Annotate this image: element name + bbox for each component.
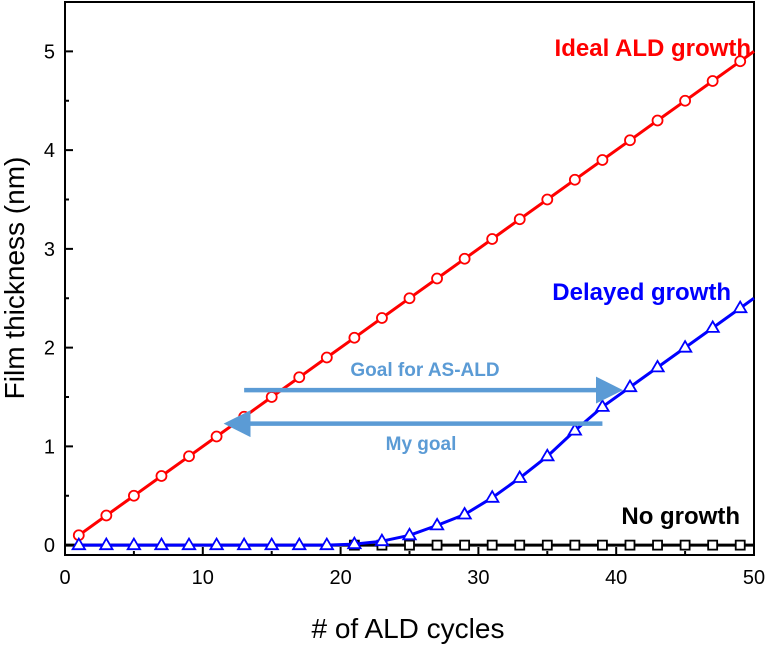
data-point [293, 371, 306, 384]
data-point [456, 506, 473, 520]
data-point [210, 430, 223, 443]
data-point [539, 448, 556, 462]
data-point [679, 94, 691, 107]
x-tick-label: 20 [329, 567, 351, 589]
data-point [348, 331, 361, 344]
data-point [622, 378, 638, 393]
data-point [514, 539, 526, 551]
y-tick-label: 5 [44, 41, 55, 63]
y-tick-label: 3 [44, 239, 55, 261]
data-point [596, 154, 609, 166]
data-point [734, 55, 747, 68]
series-label-none: No growth [621, 503, 740, 530]
y-tick-label: 1 [44, 436, 55, 458]
series-ideal-ald-growth [72, 50, 755, 542]
x-tick-label: 30 [467, 567, 489, 589]
y-tick-label: 0 [44, 535, 55, 557]
data-point [181, 536, 197, 551]
data-point [319, 536, 335, 551]
data-point [704, 319, 721, 333]
data-point [541, 539, 553, 551]
data-point [376, 312, 388, 324]
data-point [208, 536, 225, 551]
data-point [458, 252, 471, 265]
data-point [568, 173, 581, 186]
data-point [155, 470, 168, 482]
data-point [265, 391, 278, 403]
series-label-ideal: Ideal ALD growth [555, 35, 751, 62]
data-point [569, 539, 581, 551]
annotation-label-my-goal: My goal [386, 434, 457, 455]
data-point [100, 509, 113, 522]
data-point [594, 398, 611, 412]
series-delayed-growth [71, 296, 755, 551]
data-point [403, 292, 416, 305]
data-point [624, 539, 636, 551]
data-point [649, 359, 666, 373]
data-point [431, 272, 443, 285]
data-point [183, 450, 195, 463]
data-point [346, 535, 363, 550]
data-point [238, 410, 251, 423]
data-point [98, 536, 115, 551]
data-point [320, 351, 333, 364]
data-point [677, 339, 693, 353]
data-point [486, 539, 498, 551]
data-point [486, 233, 499, 245]
data-point [401, 527, 418, 541]
data-point [291, 536, 307, 551]
data-point [126, 536, 142, 551]
data-point [153, 536, 170, 551]
tick-layer: 0 10 20 30 40 50 0 1 2 3 4 5 [44, 41, 765, 589]
data-point [431, 539, 443, 551]
data-point [484, 489, 500, 503]
annotation-label-as-ald: Goal for AS-ALD [350, 360, 499, 381]
data-point [597, 539, 608, 551]
series-layer [65, 50, 755, 551]
annotation-layer [223, 376, 623, 438]
data-point [734, 539, 746, 551]
x-tick-label: 10 [192, 567, 214, 589]
data-point [127, 489, 140, 502]
series-label-delayed: Delayed growth [552, 279, 731, 306]
data-point [567, 422, 583, 436]
y-axis-title: Film thickness (nm) [0, 157, 30, 400]
data-point [732, 299, 748, 314]
data-point [236, 536, 252, 551]
data-point [71, 536, 87, 551]
data-point [707, 539, 719, 551]
x-tick-label: 0 [59, 567, 70, 589]
data-point [429, 517, 445, 531]
y-tick-label: 2 [44, 338, 55, 360]
x-tick-label: 40 [605, 567, 627, 589]
x-tick-label: 50 [743, 567, 765, 589]
data-point [652, 539, 663, 551]
data-point [706, 75, 719, 87]
y-tick-label: 4 [44, 140, 55, 162]
data-point [374, 532, 390, 547]
data-point [651, 114, 664, 127]
x-axis-title: # of ALD cycles [312, 613, 505, 644]
data-point [513, 213, 526, 226]
data-point [541, 193, 554, 206]
data-point [459, 539, 471, 551]
data-point [404, 539, 415, 551]
data-point [679, 539, 691, 551]
data-point [263, 536, 280, 551]
data-point [624, 134, 636, 147]
data-point [512, 469, 528, 483]
